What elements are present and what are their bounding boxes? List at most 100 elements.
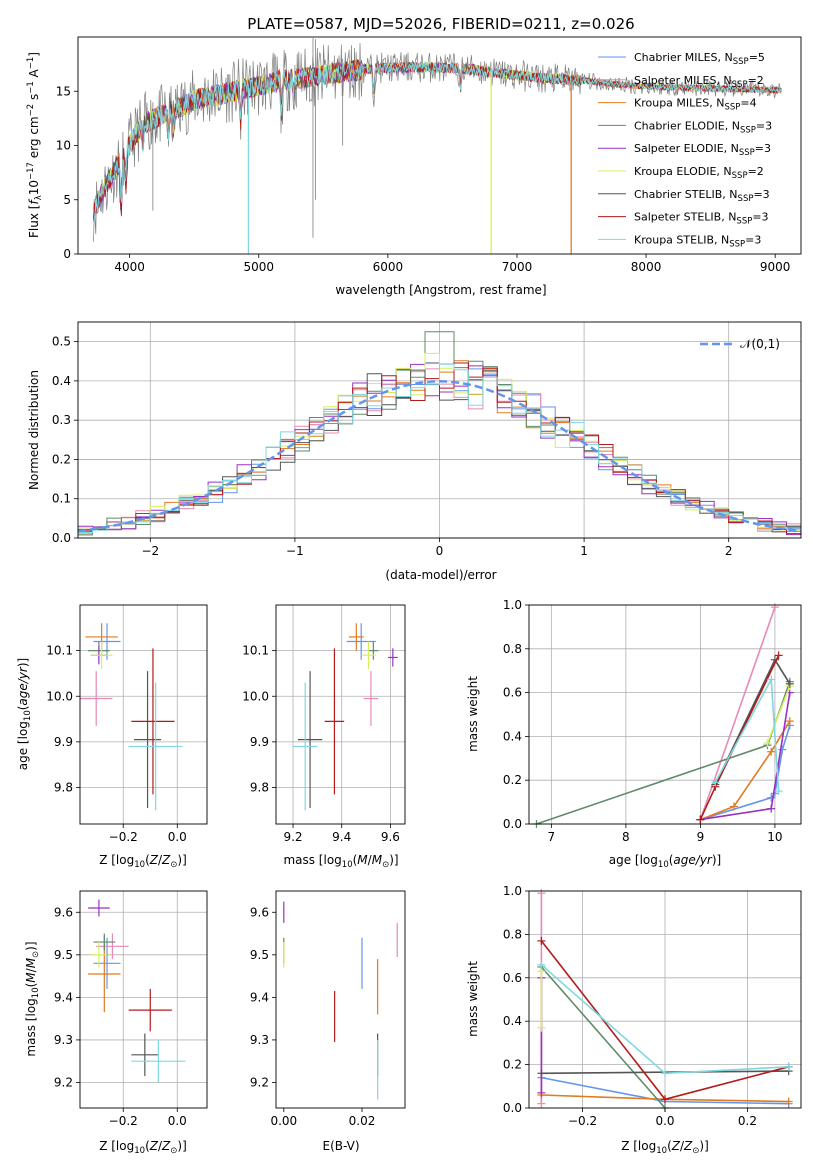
y-tick-label: 9.5 [54, 948, 73, 962]
mass-weight-vs-age-panel: 7 8 9 10 0.0 0.2 0.4 0.6 0.8 1.0 age [log10(age/yr… [466, 598, 802, 870]
y-tick-label: 9.9 [250, 735, 269, 749]
weight-line-chabrier-elodie [536, 681, 791, 825]
plot-area [93, 38, 782, 254]
x-tick-label: 9.2 [283, 830, 302, 844]
model-kroupa-stelib [93, 60, 782, 222]
histogram-chabrier-stelib [77, 369, 801, 538]
y-tick-label: 9.5 [250, 948, 269, 962]
model-edge [93, 199, 100, 211]
x-tick-label: 10 [767, 830, 782, 844]
legend-label-normal: 𝒩(0,1) [740, 337, 780, 351]
x-tick-label: 5000 [243, 260, 274, 274]
x-tick-label: 0.2 [738, 1114, 757, 1128]
y-tick-label: 0.3 [52, 413, 71, 427]
x-tick-label: 9.6 [381, 830, 400, 844]
figure-title: PLATE=0587, MJD=52026, FIBERID=0211, z=0… [247, 15, 634, 33]
y-tick-label: 0.8 [503, 927, 522, 941]
residual-histogram-panel: −2 −1 0 1 2 0.0 0.1 0.2 0.3 0.4 0.5 𝒩(0,1) (data-mod… [27, 321, 802, 582]
y-tick-label: 0.6 [503, 971, 522, 985]
x-tick-label: 0.0 [655, 1114, 674, 1128]
y-tick-label: 9.3 [250, 1033, 269, 1047]
y-tick-label: 0.5 [52, 335, 71, 349]
y-axis-label: Flux [fλ10−17 erg cm−2 s−1 A−1] [26, 52, 44, 238]
x-axis-label: (data-model)/error [385, 568, 496, 582]
x-tick-label: 8000 [631, 260, 662, 274]
y-tick-label: 0.4 [503, 729, 522, 743]
y-tick-label: 9.9 [54, 735, 73, 749]
weight-line-salpeter-miles [699, 606, 776, 820]
plot-area [532, 603, 794, 828]
y-tick-label: 0.4 [52, 374, 71, 388]
x-tick-label: 9.4 [332, 830, 351, 844]
y-tick-label: 0.6 [503, 686, 522, 700]
y-tick-label: 0.0 [503, 817, 522, 831]
y-tick-label: 9.3 [54, 1033, 73, 1047]
legend-label-kroupa-miles: Kroupa MILES, NSSP=4 [634, 97, 757, 113]
axes-frame [79, 890, 208, 1109]
legend-label-salpeter-elodie: Salpeter ELODIE, NSSP=3 [634, 142, 771, 158]
x-axis-label: Z [log10(Z/Z⊙)] [99, 853, 187, 870]
y-tick-label: 1.0 [503, 598, 522, 612]
y-tick-label: 10 [56, 139, 71, 153]
y-tick-label: 9.4 [54, 990, 73, 1004]
x-tick-label: 0.0 [168, 1114, 187, 1128]
x-tick-label: 0.02 [349, 1114, 376, 1128]
legend-label-kroupa-elodie: Kroupa ELODIE, NSSP=2 [634, 165, 764, 181]
spectrum-panel: 4000 5000 6000 7000 8000 9000 0 5 10 15 Chabrier M… [26, 36, 802, 297]
plot-area [283, 901, 398, 1100]
y-tick-label: 5 [63, 193, 71, 207]
age-vs-mass-panel: 9.2 9.4 9.6 9.8 9.9 10.0 10.1 mass [log10(M/M⊙)… [242, 604, 406, 870]
age-vs-metallicity-panel: −0.2 0.0 9.8 9.9 10.0 10.1 Z [log10(Z/Z⊙)] age … [16, 604, 208, 870]
y-tick-label: 9.4 [250, 990, 269, 1004]
legend-label-chabrier-elodie: Chabrier ELODIE, NSSP=3 [634, 119, 772, 135]
y-axis-label: mass [log10(M/M⊙)] [24, 941, 41, 1056]
weight-line-kroupa-elodie [766, 685, 791, 744]
plot-area [88, 899, 186, 1083]
x-tick-label: 9 [697, 830, 705, 844]
x-tick-label: −0.2 [568, 1114, 597, 1128]
y-tick-label: 9.2 [250, 1075, 269, 1089]
y-tick-label: 10.1 [46, 644, 73, 658]
x-tick-label: 1 [580, 544, 588, 558]
plot-area [77, 331, 802, 538]
weight-line-kroupa-stelib [714, 676, 780, 792]
y-axis-label: mass weight [466, 676, 480, 752]
x-axis-label: age [log10(age/yr)] [609, 853, 721, 870]
axes-frame [528, 604, 802, 825]
y-tick-label: 10.0 [242, 689, 269, 703]
y-tick-label: 9.2 [54, 1075, 73, 1089]
mass-vs-extinction-panel: 0.00 0.02 9.2 9.3 9.4 9.5 9.6 E(B-V) [250, 890, 406, 1153]
x-axis-label: Z [log10(Z/Z⊙)] [621, 1139, 709, 1156]
x-tick-label: −0.2 [109, 1114, 138, 1128]
plot-area [537, 889, 793, 1112]
x-axis-label: wavelength [Angstrom, rest frame] [335, 283, 546, 297]
x-tick-label: 9000 [760, 260, 791, 274]
x-tick-label: 2 [725, 544, 733, 558]
y-tick-label: 1.0 [503, 884, 522, 898]
y-axis-label: mass weight [466, 961, 480, 1037]
legend-label-salpeter-stelib: Salpeter STELIB, NSSP=3 [634, 211, 769, 227]
mass-weight-vs-metallicity-panel: −0.2 0.0 0.2 0.0 0.2 0.4 0.6 0.8 1.0 Z [log10(Z/Z… [466, 884, 802, 1156]
x-tick-label: 0.0 [168, 830, 187, 844]
mass-vs-metallicity-panel: −0.2 0.0 9.2 9.3 9.4 9.5 9.6 Z [log10(Z/Z⊙)] mas… [24, 890, 208, 1156]
y-tick-label: 0.8 [503, 642, 522, 656]
x-tick-label: 7000 [502, 260, 533, 274]
y-tick-label: 9.6 [250, 905, 269, 919]
x-axis-label: E(B-V) [322, 1139, 359, 1153]
histogram-kroupa-stelib [77, 363, 801, 538]
y-tick-label: 0.4 [503, 1014, 522, 1028]
y-tick-label: 0.1 [52, 492, 71, 506]
legend-label-chabrier-stelib: Chabrier STELIB, NSSP=3 [634, 188, 770, 204]
y-tick-label: 9.6 [54, 905, 73, 919]
y-tick-label: 0.2 [503, 773, 522, 787]
y-tick-label: 0.2 [52, 452, 71, 466]
spectrum-legend: Chabrier MILES, NSSP=5 Salpeter MILES, NS… [598, 51, 772, 249]
weight-line-chabrier-elodie [540, 966, 666, 1109]
legend-label-kroupa-stelib: Kroupa STELIB, NSSP=3 [634, 233, 761, 249]
y-tick-label: 0.0 [503, 1101, 522, 1115]
weight-line-kroupa-miles [700, 720, 791, 821]
y-tick-label: 10.0 [46, 689, 73, 703]
x-axis-label: Z [log10(Z/Z⊙)] [99, 1139, 187, 1156]
x-tick-label: 4000 [114, 260, 145, 274]
